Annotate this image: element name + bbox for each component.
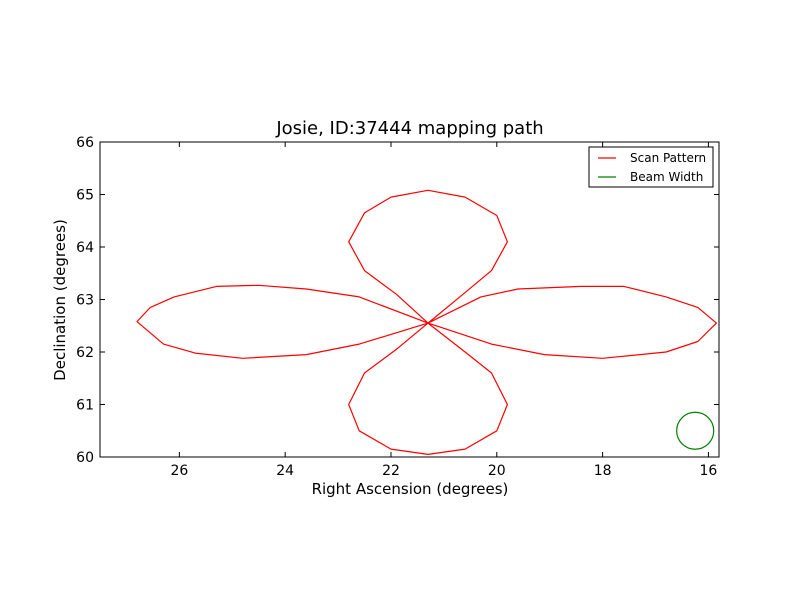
y-axis-label: Declination (degrees) — [51, 219, 69, 381]
x-axis-label: Right Ascension (degrees) — [312, 480, 509, 498]
legend: Scan Pattern Beam Width — [588, 146, 714, 188]
y-axis: 60 61 62 63 64 65 66 — [76, 135, 719, 466]
y-tick-label: 63 — [76, 293, 94, 309]
beam-width-circle — [676, 411, 715, 450]
y-tick-label: 60 — [76, 450, 94, 466]
x-axis: 26 24 22 20 18 16 — [170, 142, 717, 479]
legend-label-scan-pattern: Scan Pattern — [630, 151, 706, 165]
y-tick-label: 62 — [76, 345, 94, 361]
x-tick-label: 24 — [276, 463, 294, 479]
y-tick-label: 64 — [76, 240, 94, 256]
y-tick-label: 66 — [76, 135, 94, 151]
x-tick-label: 22 — [382, 463, 400, 479]
x-tick-label: 26 — [170, 463, 188, 479]
plot-frame — [99, 141, 720, 458]
x-tick-label: 20 — [488, 463, 506, 479]
legend-label-beam-width: Beam Width — [630, 170, 703, 184]
y-tick-label: 61 — [76, 398, 94, 414]
scan-pattern-line — [136, 189, 717, 455]
x-tick-label: 18 — [594, 463, 612, 479]
x-tick-label: 16 — [700, 463, 718, 479]
y-tick-label: 65 — [76, 188, 94, 204]
legend-box — [588, 146, 714, 188]
series-layer — [136, 189, 717, 455]
chart-title: Josie, ID:37444 mapping path — [275, 118, 543, 139]
